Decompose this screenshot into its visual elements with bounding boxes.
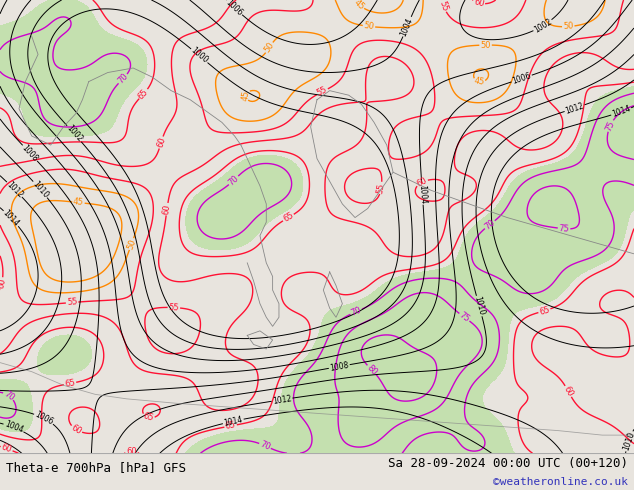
Text: 1006: 1006 — [34, 410, 55, 427]
Text: 1002: 1002 — [533, 17, 553, 35]
Text: 1008: 1008 — [329, 360, 349, 372]
Text: 50: 50 — [481, 41, 491, 49]
Text: 1010: 1010 — [30, 179, 50, 200]
Text: 45: 45 — [73, 197, 84, 208]
Text: 1008: 1008 — [20, 143, 40, 163]
Text: 55: 55 — [437, 0, 450, 13]
Text: Sa 28-09-2024 00:00 UTC (00+120): Sa 28-09-2024 00:00 UTC (00+120) — [387, 457, 628, 470]
Text: 65: 65 — [224, 420, 236, 431]
Text: 1014: 1014 — [1, 208, 21, 228]
Text: 1010: 1010 — [621, 431, 634, 452]
Text: 60: 60 — [415, 176, 429, 189]
Text: 60: 60 — [0, 277, 7, 290]
Text: 45: 45 — [473, 76, 485, 87]
Text: 50: 50 — [262, 41, 276, 54]
Text: 50: 50 — [363, 21, 375, 31]
Text: 65: 65 — [136, 87, 150, 101]
Text: 70: 70 — [2, 389, 16, 402]
Text: 1000: 1000 — [189, 46, 210, 65]
Text: 1014: 1014 — [223, 415, 243, 428]
Text: 55: 55 — [376, 182, 387, 194]
Text: 50: 50 — [563, 22, 574, 31]
Text: 60: 60 — [162, 203, 172, 215]
Text: 65: 65 — [281, 211, 295, 224]
Text: 70: 70 — [483, 218, 497, 231]
Text: 60: 60 — [126, 447, 137, 456]
Text: 65: 65 — [142, 412, 155, 423]
Text: 70: 70 — [116, 72, 130, 86]
Text: 45: 45 — [241, 90, 251, 101]
Text: 70: 70 — [259, 440, 272, 452]
Text: 1012: 1012 — [4, 179, 25, 199]
Text: 1006: 1006 — [511, 71, 532, 86]
Text: 60: 60 — [155, 136, 167, 149]
Text: 1012: 1012 — [272, 394, 292, 406]
Text: 1006: 1006 — [224, 0, 244, 18]
Text: 55: 55 — [316, 85, 329, 98]
Text: 60: 60 — [472, 0, 485, 9]
Text: 60: 60 — [70, 423, 83, 436]
Text: 55: 55 — [67, 297, 78, 307]
Text: 1002: 1002 — [65, 123, 84, 144]
Text: 70: 70 — [349, 305, 363, 318]
Text: ©weatheronline.co.uk: ©weatheronline.co.uk — [493, 477, 628, 487]
Text: 65: 65 — [64, 378, 76, 389]
Text: 60: 60 — [562, 385, 575, 398]
Text: 50: 50 — [126, 238, 138, 250]
Text: 75: 75 — [457, 311, 471, 324]
Text: 60: 60 — [0, 442, 13, 455]
Text: 1012: 1012 — [564, 101, 585, 116]
Text: 70: 70 — [227, 173, 240, 187]
Text: Theta-e 700hPa [hPa] GFS: Theta-e 700hPa [hPa] GFS — [6, 462, 186, 474]
Text: 75: 75 — [604, 119, 616, 132]
Text: 1014: 1014 — [611, 104, 632, 119]
Text: 55: 55 — [169, 303, 179, 312]
Text: 1004: 1004 — [3, 420, 24, 435]
Text: 45: 45 — [353, 0, 366, 11]
Text: 80: 80 — [365, 363, 378, 377]
Text: 1010: 1010 — [472, 295, 486, 317]
Text: 65: 65 — [538, 305, 551, 317]
Text: 1004: 1004 — [399, 16, 415, 37]
Text: 1004: 1004 — [417, 184, 427, 204]
Text: 75: 75 — [559, 224, 569, 234]
